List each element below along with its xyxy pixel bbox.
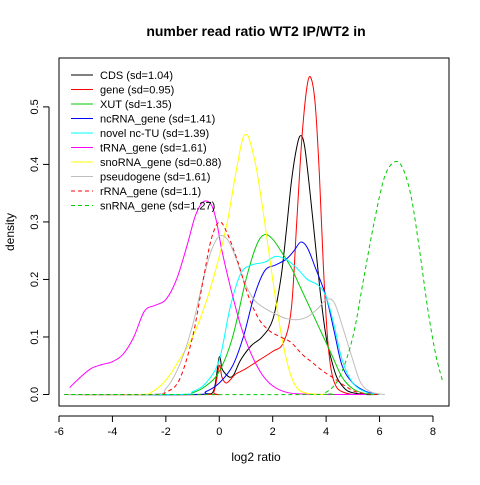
x-tick-label: -2 xyxy=(161,426,171,438)
legend-label-novel: novel nc-TU (sd=1.39) xyxy=(100,128,209,140)
series-line-snrna-gene xyxy=(64,160,443,396)
y-tick-label: 0.1 xyxy=(29,329,41,344)
x-tick-label: 8 xyxy=(430,426,436,438)
series-line-novel xyxy=(64,255,380,396)
legend-label-snorna-gene: snoRNA_gene (sd=0.88) xyxy=(100,157,221,169)
y-tick-label: 0.0 xyxy=(29,387,41,402)
series-line-trna-gene xyxy=(69,200,367,396)
legend: CDS (sd=1.04) gene (sd=0.95) XUT (sd=1.35)… xyxy=(71,70,221,213)
series-layer xyxy=(64,76,443,396)
legend-label-gene: gene (sd=0.95) xyxy=(100,85,174,97)
x-tick-label: 4 xyxy=(323,426,329,438)
series-line-gene xyxy=(64,76,353,396)
axes-layer: -6 -4 -2 0 2 4 6 8 0.0 0.1 0.2 0.3 0.4 0.5 xyxy=(29,99,436,438)
series-line-snorna-gene xyxy=(64,133,327,396)
legend-label-trna-gene: tRNA_gene (sd=1.61) xyxy=(100,143,207,155)
x-tick-label: 2 xyxy=(270,426,276,438)
series-line-ncrna-gene xyxy=(64,241,380,396)
x-tick-label: 0 xyxy=(216,426,222,438)
y-tick-label: 0.5 xyxy=(29,99,41,114)
y-tick-label: 0.4 xyxy=(29,157,41,172)
series-line-rrna-gene xyxy=(64,221,380,396)
chart-title: number read ratio WT2 IP/WT2 in xyxy=(146,23,365,39)
series-line-pseudogene xyxy=(64,234,385,396)
x-tick-label: 6 xyxy=(376,426,382,438)
y-axis-label: density xyxy=(3,213,17,251)
y-tick-label: 0.3 xyxy=(29,214,41,229)
legend-label-ncrna-gene: ncRNA_gene (sd=1.41) xyxy=(100,114,215,126)
legend-label-snrna-gene: snRNA_gene (sd=1.27) xyxy=(100,201,215,213)
legend-label-rrna-gene: rRNA_gene (sd=1.1) xyxy=(100,186,201,198)
x-tick-label: -4 xyxy=(108,426,118,438)
y-tick-label: 0.2 xyxy=(29,272,41,287)
x-axis-label: log2 ratio xyxy=(231,450,281,464)
legend-label-pseudogene: pseudogene (sd=1.61) xyxy=(100,172,210,184)
legend-label-xut: XUT (sd=1.35) xyxy=(100,99,172,111)
plot-frame xyxy=(58,57,450,407)
x-tick-label: -6 xyxy=(54,426,64,438)
legend-label-cds: CDS (sd=1.04) xyxy=(100,70,173,82)
